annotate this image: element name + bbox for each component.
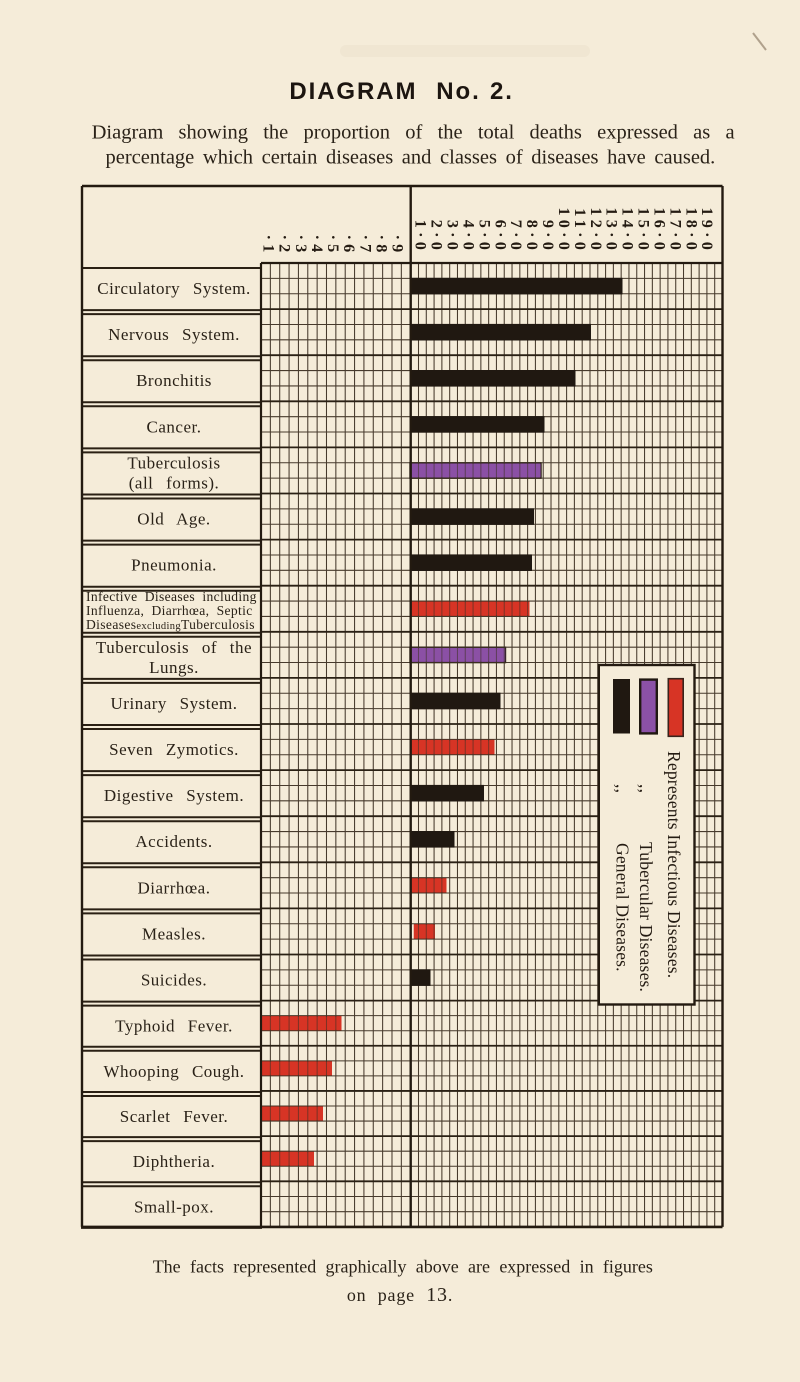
svg-text:·8: ·8 bbox=[373, 235, 391, 257]
svg-text:2.: 2. bbox=[490, 78, 514, 105]
svg-text:Influenza, Diarrhœa, Septic: Influenza, Diarrhœa, Septic bbox=[86, 603, 253, 618]
svg-text:7·0: 7·0 bbox=[507, 220, 525, 254]
svg-text:Tubercular Diseases.: Tubercular Diseases. bbox=[636, 842, 656, 992]
svg-text:Urinary System.: Urinary System. bbox=[111, 694, 238, 713]
svg-text:Circulatory System.: Circulatory System. bbox=[97, 279, 250, 298]
svg-text:General Diseases.: General Diseases. bbox=[612, 843, 632, 972]
svg-text:Suicides.: Suicides. bbox=[141, 971, 207, 990]
svg-text:DIAGRAM: DIAGRAM bbox=[289, 78, 417, 105]
svg-text:9·0: 9·0 bbox=[539, 220, 557, 254]
svg-text:(all forms).: (all forms). bbox=[129, 473, 219, 492]
svg-text:Whooping Cough.: Whooping Cough. bbox=[103, 1062, 244, 1081]
svg-text:·1: ·1 bbox=[260, 235, 278, 257]
svg-text:12·0: 12·0 bbox=[587, 208, 605, 254]
svg-text:·7: ·7 bbox=[356, 235, 374, 257]
svg-text:18·0: 18·0 bbox=[682, 208, 700, 254]
svg-text:Tuberculosis: Tuberculosis bbox=[127, 453, 220, 472]
svg-text:DiseasesexcludingTuberculosis: DiseasesexcludingTuberculosis bbox=[86, 617, 255, 632]
svg-text:Accidents.: Accidents. bbox=[135, 832, 212, 851]
svg-text:11·0: 11·0 bbox=[571, 208, 589, 254]
svg-text:2·0: 2·0 bbox=[428, 220, 446, 254]
svg-text:Infective Diseases including: Infective Diseases including bbox=[86, 589, 257, 604]
svg-text:Scarlet Fever.: Scarlet Fever. bbox=[120, 1107, 228, 1126]
svg-text:No.: No. bbox=[436, 78, 480, 105]
svg-text:Diagram showing the proportion: Diagram showing the proportion of the to… bbox=[92, 122, 735, 144]
svg-text:1·0: 1·0 bbox=[412, 220, 430, 254]
svg-text:6·0: 6·0 bbox=[491, 220, 509, 254]
svg-text:on page 13.: on page 13. bbox=[347, 1284, 453, 1306]
svg-text:Pneumonia.: Pneumonia. bbox=[131, 556, 217, 575]
svg-text:17·0: 17·0 bbox=[666, 208, 684, 254]
svg-text:Diarrhœa.: Diarrhœa. bbox=[138, 878, 211, 897]
svg-text:10·0: 10·0 bbox=[555, 208, 573, 254]
svg-text:Lungs.: Lungs. bbox=[149, 658, 199, 677]
svg-text:·2: ·2 bbox=[276, 235, 294, 257]
svg-text:percentage which certain disea: percentage which certain diseases and cl… bbox=[106, 147, 716, 169]
svg-text:4·0: 4·0 bbox=[459, 220, 477, 254]
svg-text:Digestive System.: Digestive System. bbox=[104, 786, 244, 805]
svg-text:8·0: 8·0 bbox=[523, 220, 541, 254]
svg-text:·6: ·6 bbox=[340, 235, 358, 257]
svg-text:16·0: 16·0 bbox=[651, 208, 669, 254]
svg-text:Old Age.: Old Age. bbox=[137, 510, 210, 529]
svg-text:Seven Zymotics.: Seven Zymotics. bbox=[109, 740, 239, 759]
svg-text:3·0: 3·0 bbox=[444, 220, 462, 254]
svg-text:Diphtheria.: Diphtheria. bbox=[133, 1152, 215, 1171]
svg-text:Nervous System.: Nervous System. bbox=[108, 325, 240, 344]
svg-text:14·0: 14·0 bbox=[619, 208, 637, 254]
svg-text:·9: ·9 bbox=[389, 235, 407, 257]
svg-text:,,: ,, bbox=[636, 784, 656, 793]
svg-text:The facts represented graphica: The facts represented graphically above … bbox=[153, 1257, 653, 1277]
svg-text:Bronchitis: Bronchitis bbox=[136, 371, 212, 390]
svg-text:15·0: 15·0 bbox=[635, 208, 653, 254]
svg-text:19·0: 19·0 bbox=[698, 208, 716, 254]
svg-text:Represents Infectious Diseases: Represents Infectious Diseases. bbox=[664, 751, 684, 978]
svg-text:Measles.: Measles. bbox=[142, 924, 206, 943]
svg-text:·3: ·3 bbox=[292, 235, 310, 257]
svg-text:·5: ·5 bbox=[324, 235, 342, 257]
svg-text:Small-pox.: Small-pox. bbox=[134, 1197, 214, 1216]
svg-text:Tuberculosis of the: Tuberculosis of the bbox=[96, 638, 252, 657]
svg-text:13·0: 13·0 bbox=[603, 208, 621, 254]
svg-text:,,: ,, bbox=[612, 784, 632, 793]
svg-text:·4: ·4 bbox=[308, 235, 326, 257]
svg-text:Typhoid Fever.: Typhoid Fever. bbox=[115, 1017, 233, 1036]
svg-text:Cancer.: Cancer. bbox=[147, 417, 202, 436]
svg-text:5·0: 5·0 bbox=[475, 220, 493, 254]
